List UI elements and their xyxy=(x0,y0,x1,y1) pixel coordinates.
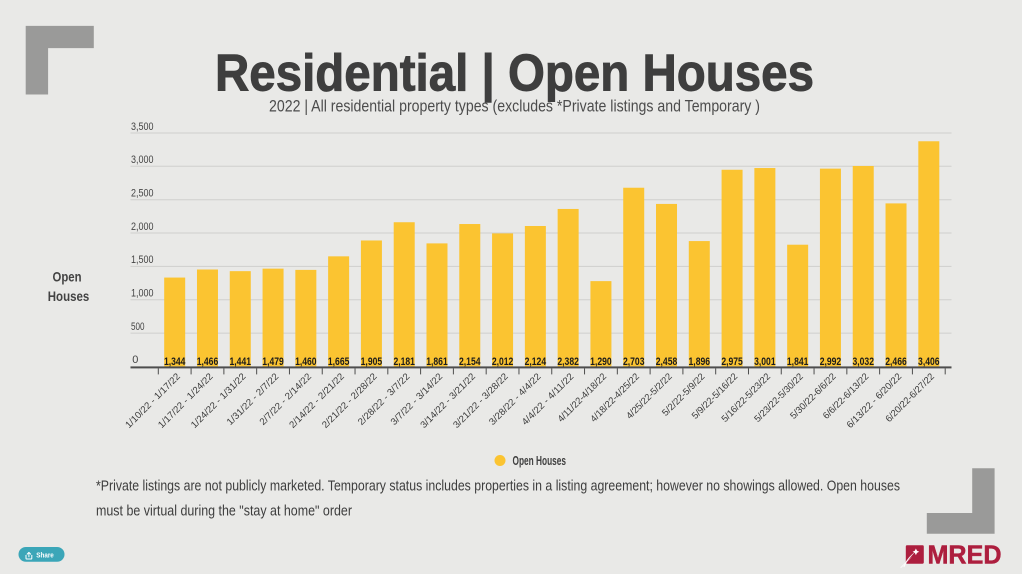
svg-text:1,841: 1,841 xyxy=(787,356,809,368)
svg-text:2,975: 2,975 xyxy=(721,356,743,368)
svg-text:1,905: 1,905 xyxy=(361,356,383,368)
svg-text:2,703: 2,703 xyxy=(623,356,645,368)
svg-text:2,154: 2,154 xyxy=(459,356,481,368)
svg-text:2,124: 2,124 xyxy=(525,356,547,368)
svg-text:0: 0 xyxy=(132,354,138,366)
svg-text:3,032: 3,032 xyxy=(852,356,874,368)
svg-text:2,000: 2,000 xyxy=(131,221,154,233)
svg-text:*Private listings are not publ: *Private listings are not publicly marke… xyxy=(96,478,900,495)
svg-text:3,000: 3,000 xyxy=(131,154,154,166)
svg-text:1,441: 1,441 xyxy=(230,356,252,368)
svg-text:Houses: Houses xyxy=(48,288,90,304)
svg-text:3,001: 3,001 xyxy=(754,356,776,368)
svg-text:500: 500 xyxy=(131,321,145,333)
svg-text:1,460: 1,460 xyxy=(295,356,317,368)
svg-text:Residential | Open Houses: Residential | Open Houses xyxy=(215,45,814,103)
svg-text:2,382: 2,382 xyxy=(557,356,579,368)
svg-text:2022 | All residential propert: 2022 | All residential property types (e… xyxy=(269,98,760,116)
svg-text:2,458: 2,458 xyxy=(656,356,678,368)
svg-text:1,290: 1,290 xyxy=(590,356,612,368)
svg-text:3,406: 3,406 xyxy=(918,356,940,368)
svg-text:Open Houses: Open Houses xyxy=(513,454,567,468)
svg-text:1,479: 1,479 xyxy=(262,356,284,368)
svg-text:1,466: 1,466 xyxy=(197,356,219,368)
svg-text:2,181: 2,181 xyxy=(393,356,415,368)
svg-text:1/10/22 - 1/17/22: 1/10/22 - 1/17/22 xyxy=(123,371,182,430)
svg-text:2,992: 2,992 xyxy=(820,356,842,368)
svg-text:1,344: 1,344 xyxy=(164,356,186,368)
svg-text:1,896: 1,896 xyxy=(689,356,711,368)
svg-text:Open: Open xyxy=(53,269,82,285)
svg-text:MRED: MRED xyxy=(928,542,1002,570)
svg-text:1,000: 1,000 xyxy=(131,288,154,300)
svg-text:1,861: 1,861 xyxy=(426,356,448,368)
svg-text:1,500: 1,500 xyxy=(131,254,154,266)
svg-text:2,012: 2,012 xyxy=(492,356,514,368)
svg-text:3,500: 3,500 xyxy=(131,121,154,133)
svg-text:2,500: 2,500 xyxy=(131,188,154,200)
svg-text:2,466: 2,466 xyxy=(885,356,907,368)
svg-text:Share: Share xyxy=(36,551,54,560)
svg-text:must be virtual during the "st: must be virtual during the "stay at home… xyxy=(96,503,352,520)
svg-text:1,665: 1,665 xyxy=(328,356,350,368)
